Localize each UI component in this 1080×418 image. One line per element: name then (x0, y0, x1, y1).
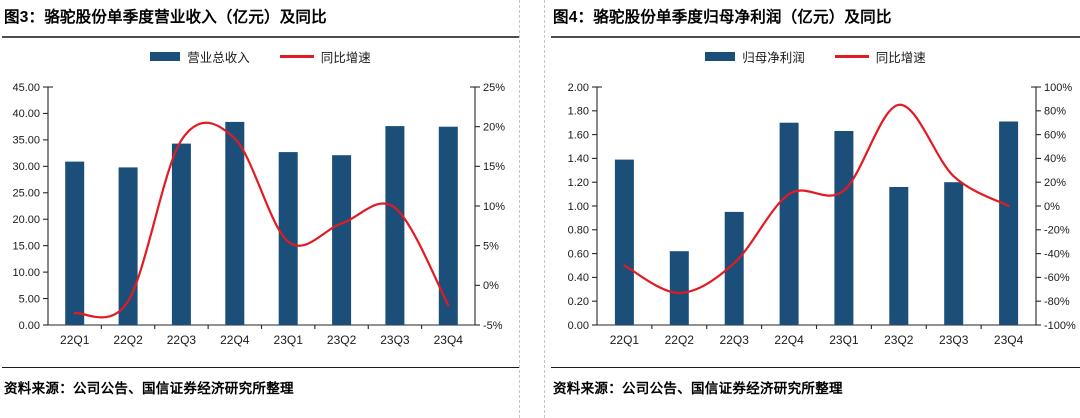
svg-text:0.00: 0.00 (568, 320, 589, 332)
figure3-title: 图3：骆驼股份单季度营业收入（亿元）及同比 (2, 0, 519, 38)
svg-text:-60%: -60% (1044, 272, 1070, 284)
figure4-chart: 0.00 0.20 0.40 0.60 0.80 1.00 1.20 1.40 1.60 1.80… (551, 65, 1080, 365)
svg-text:1.40: 1.40 (568, 153, 589, 165)
svg-text:60%: 60% (1044, 129, 1066, 141)
svg-text:0.20: 0.20 (568, 296, 589, 308)
svg-text:0%: 0% (483, 280, 499, 292)
svg-text:25.00: 25.00 (12, 188, 40, 200)
svg-text:23Q2: 23Q2 (884, 333, 914, 347)
line-series-label: 同比增速 (320, 51, 371, 65)
svg-text:45.00: 45.00 (12, 82, 40, 94)
line-series-label: 同比增速 (875, 51, 926, 65)
svg-text:20%: 20% (1044, 177, 1066, 189)
svg-text:0%: 0% (1044, 201, 1060, 213)
svg-text:40.00: 40.00 (12, 108, 40, 120)
legend-item-bar: 营业总收入 (150, 47, 250, 66)
svg-text:23Q1: 23Q1 (274, 333, 304, 347)
svg-text:22Q2: 22Q2 (113, 333, 143, 347)
svg-text:0.40: 0.40 (568, 272, 589, 284)
figure4-legend: 归母净利润 同比增速 (551, 48, 1080, 65)
bar-series-swatch-icon (705, 52, 736, 61)
svg-text:15.00: 15.00 (12, 241, 40, 253)
svg-text:35.00: 35.00 (12, 135, 40, 147)
svg-text:30.00: 30.00 (12, 161, 40, 173)
svg-text:-5%: -5% (483, 320, 503, 332)
svg-text:10.00: 10.00 (12, 267, 40, 279)
legend-item-bar: 归母净利润 (705, 47, 805, 66)
svg-text:23Q4: 23Q4 (994, 333, 1024, 347)
legend-item-line: 同比增速 (279, 47, 371, 66)
line-series-swatch-icon (279, 55, 314, 58)
figure3-chart: 0.00 5.00 10.00 15.00 20.00 25.00 30.00 35.00 40… (2, 65, 519, 365)
svg-text:22Q4: 22Q4 (774, 333, 804, 347)
chart-canvas: 0.00 0.20 0.40 0.60 0.80 1.00 1.20 1.40 1.60 1.80… (568, 82, 1076, 347)
figure3-panel: 图3：骆驼股份单季度营业收入（亿元）及同比 营业总收入 同比增速 0.00 5.0… (0, 0, 520, 418)
svg-text:23Q1: 23Q1 (829, 333, 859, 347)
figure3-legend: 营业总收入 同比增速 (2, 48, 519, 65)
figure3-source-divider: 资料来源：公司公告、国信证券经济研究所整理 (2, 367, 519, 397)
bar-series-label: 归母净利润 (742, 51, 805, 65)
svg-text:80%: 80% (1044, 106, 1066, 118)
svg-text:0.60: 0.60 (568, 248, 589, 260)
svg-text:-100%: -100% (1044, 320, 1076, 332)
svg-text:1.60: 1.60 (568, 129, 589, 141)
panel-gap (520, 0, 544, 418)
svg-text:0.00: 0.00 (19, 320, 40, 332)
svg-text:1.00: 1.00 (568, 201, 589, 213)
svg-text:0.80: 0.80 (568, 225, 589, 237)
svg-text:5%: 5% (483, 241, 499, 253)
figure4-source-divider: 资料来源：公司公告、国信证券经济研究所整理 (551, 367, 1080, 397)
figure4-panel: 图4：骆驼股份单季度归母净利润（亿元）及同比 归母净利润 同比增速 0.00 0.… (544, 0, 1080, 418)
svg-text:23Q3: 23Q3 (939, 333, 969, 347)
svg-text:23Q3: 23Q3 (380, 333, 410, 347)
svg-text:22Q2: 22Q2 (665, 333, 695, 347)
svg-text:100%: 100% (1044, 82, 1072, 94)
svg-text:22Q1: 22Q1 (60, 333, 90, 347)
figure3-source: 资料来源：公司公告、国信证券经济研究所整理 (4, 381, 294, 396)
svg-text:15%: 15% (483, 161, 505, 173)
bar-series-swatch-icon (150, 52, 181, 61)
svg-text:5.00: 5.00 (19, 293, 40, 305)
svg-text:10%: 10% (483, 201, 505, 213)
svg-text:-80%: -80% (1044, 296, 1070, 308)
svg-text:23Q4: 23Q4 (434, 333, 464, 347)
svg-text:20.00: 20.00 (12, 214, 40, 226)
svg-text:2.00: 2.00 (568, 82, 589, 94)
svg-text:25%: 25% (483, 82, 505, 94)
bar-series-label: 营业总收入 (187, 51, 250, 65)
svg-text:-20%: -20% (1044, 225, 1070, 237)
figure4-title: 图4：骆驼股份单季度归母净利润（亿元）及同比 (551, 0, 1080, 38)
line-series-swatch-icon (834, 55, 869, 58)
legend-item-line: 同比增速 (834, 47, 926, 66)
svg-text:22Q4: 22Q4 (220, 333, 250, 347)
chart-canvas: 0.00 5.00 10.00 15.00 20.00 25.00 30.00 35.00 40… (12, 82, 505, 347)
svg-text:23Q2: 23Q2 (327, 333, 357, 347)
svg-text:22Q3: 22Q3 (720, 333, 750, 347)
svg-text:1.80: 1.80 (568, 106, 589, 118)
figure4-source: 资料来源：公司公告、国信证券经济研究所整理 (553, 381, 843, 396)
svg-text:1.20: 1.20 (568, 177, 589, 189)
svg-text:40%: 40% (1044, 153, 1066, 165)
svg-text:22Q3: 22Q3 (167, 333, 197, 347)
svg-text:-40%: -40% (1044, 248, 1070, 260)
svg-text:22Q1: 22Q1 (610, 333, 640, 347)
svg-text:20%: 20% (483, 122, 505, 134)
